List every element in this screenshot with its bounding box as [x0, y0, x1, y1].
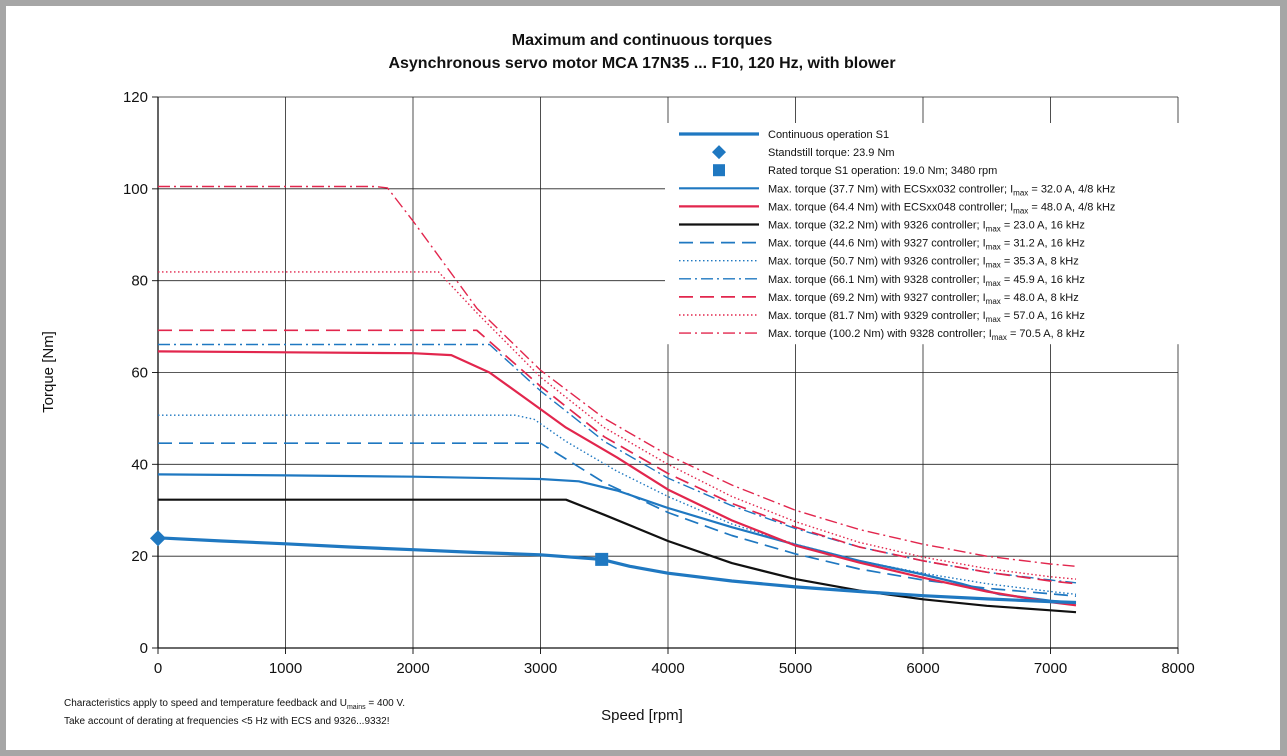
x-tick-label: 3000 [524, 660, 557, 677]
footnote-line-2: Take account of derating at frequencies … [64, 716, 390, 727]
series-group [157, 185, 1077, 614]
legend-label: Continuous operation S1 [768, 129, 889, 141]
axes [152, 96, 1179, 654]
x-tick-label: 2000 [396, 660, 429, 677]
torque-chart: Maximum and continuous torques Asynchron… [40, 32, 1195, 724]
footnote-text-1a: Characteristics apply to speed and tempe… [64, 698, 347, 709]
footnote-line-1: Characteristics apply to speed and tempe… [64, 698, 405, 711]
chart-title: Maximum and continuous torques [512, 32, 773, 49]
legend-label: Max. torque (44.6 Nm) with 9327 controll… [768, 238, 1085, 252]
marker-group [150, 530, 609, 566]
y-tick-label: 0 [140, 640, 148, 657]
legend-label: Max. torque (81.7 Nm) with 9329 controll… [768, 310, 1085, 324]
series-line [158, 442, 1077, 597]
legend-swatch [713, 164, 725, 177]
rated-torque-marker [595, 552, 609, 566]
legend: Continuous operation S1 Standstill torque… [679, 129, 1115, 342]
y-axis-label: Torque [Nm] [40, 331, 57, 413]
y-tick-label: 80 [131, 273, 148, 290]
chart-subtitle: Asynchronous servo motor MCA 17N35 ... F… [388, 55, 895, 72]
x-tick-labels: 0 1000 2000 3000 4000 5000 6000 7000 8000 [154, 660, 1195, 677]
x-tick-label: 4000 [651, 660, 684, 677]
legend-label: Standstill torque: 23.9 Nm [768, 147, 895, 159]
x-tick-label: 1000 [269, 660, 302, 677]
y-tick-label: 40 [131, 456, 148, 473]
series-line [157, 536, 1077, 605]
legend-label: Max. torque (66.1 Nm) with 9328 controll… [768, 274, 1085, 288]
legend-box [665, 123, 1185, 345]
y-tick-label: 60 [131, 365, 148, 382]
legend-swatch [712, 145, 726, 160]
footnote-subscript: mains [346, 704, 366, 711]
legend-label: Rated torque S1 operation: 19.0 Nm; 3480… [768, 165, 997, 177]
x-tick-label: 8000 [1161, 660, 1194, 677]
footnote-text-1b: = 400 V. [365, 698, 406, 709]
series-line [157, 350, 1077, 607]
x-tick-label: 0 [154, 660, 162, 677]
chart-frame: Maximum and continuous torques Asynchron… [6, 6, 1280, 750]
series-line [158, 185, 1077, 567]
y-tick-labels: 0 20 40 60 80 100 120 [123, 89, 148, 657]
series-line [157, 473, 1077, 605]
legend-label: Max. torque (69.2 Nm) with 9327 controll… [768, 292, 1079, 306]
series-line [158, 329, 1077, 585]
x-tick-label: 6000 [906, 660, 939, 677]
y-tick-label: 20 [131, 548, 148, 565]
legend-background [665, 123, 1185, 345]
series-line [158, 498, 1077, 614]
legend-label: Max. torque (37.7 Nm) with ECSxx032 cont… [768, 183, 1115, 197]
series-line [158, 414, 1077, 595]
x-tick-label: 5000 [779, 660, 812, 677]
x-axis-label: Speed [rpm] [601, 707, 683, 724]
legend-label: Max. torque (50.7 Nm) with 9326 controll… [768, 256, 1079, 270]
x-tick-label: 7000 [1034, 660, 1067, 677]
standstill-marker [150, 530, 166, 547]
y-tick-label: 120 [123, 89, 148, 106]
legend-label: Max. torque (32.2 Nm) with 9326 controll… [768, 220, 1085, 234]
y-tick-label: 100 [123, 181, 148, 198]
legend-label: Max. torque (64.4 Nm) with ECSxx048 cont… [768, 201, 1115, 215]
legend-label: Max. torque (100.2 Nm) with 9328 control… [768, 328, 1085, 342]
series-line [158, 343, 1077, 584]
